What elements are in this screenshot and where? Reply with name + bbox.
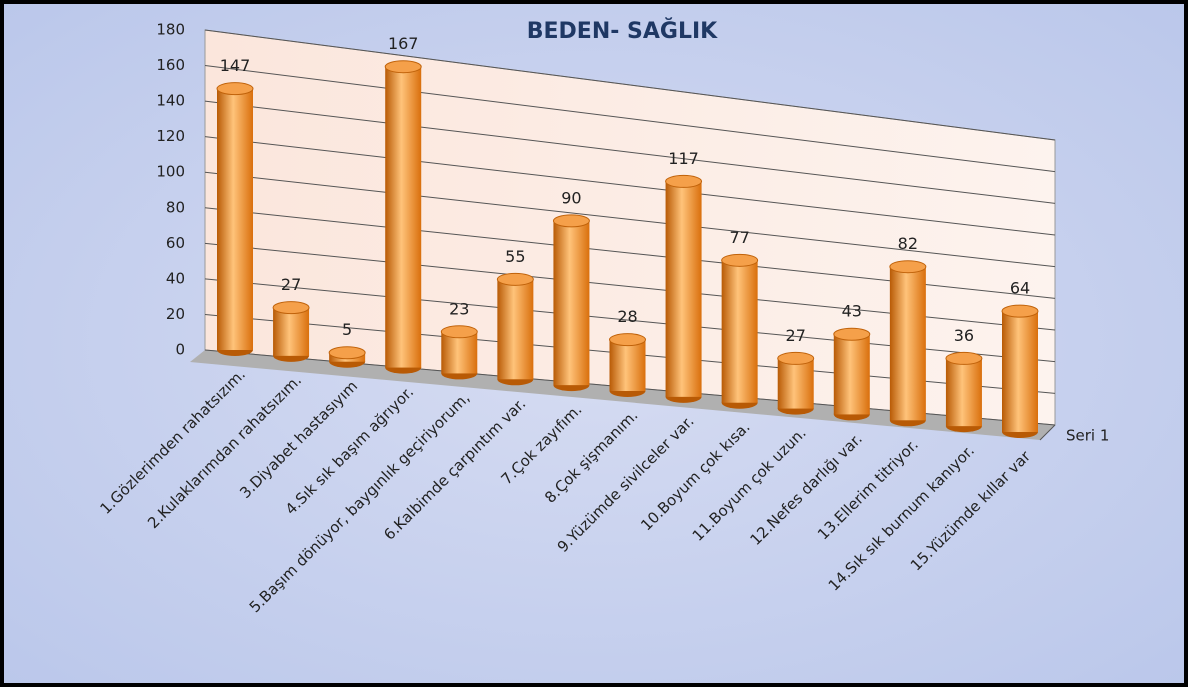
y-tick-label: 100 [156, 163, 185, 181]
bar [273, 307, 310, 356]
bar-cap [552, 214, 590, 228]
bar [889, 266, 926, 421]
bar [945, 358, 982, 427]
bar [1002, 311, 1038, 432]
bar [721, 260, 758, 403]
y-tick-label: 120 [156, 127, 185, 145]
bar [385, 66, 422, 368]
bar [833, 334, 870, 415]
depth-axis [1039, 424, 1056, 441]
value-label: 117 [668, 149, 699, 168]
bar-cap [945, 351, 983, 365]
value-label: 28 [617, 307, 637, 326]
grid-line [204, 136, 1056, 236]
bar-cap [496, 272, 534, 286]
y-tick-label: 60 [166, 234, 185, 252]
bar-cap [609, 333, 646, 347]
bar [441, 331, 478, 374]
bar-cap [721, 253, 759, 267]
series-label: Seri 1 [1066, 427, 1109, 445]
y-tick-label: 40 [166, 269, 185, 287]
bar-cap [1001, 304, 1039, 318]
value-label: 23 [449, 299, 469, 318]
bar-cap [777, 351, 815, 365]
bar [777, 358, 814, 409]
bar-cap [440, 325, 478, 339]
value-label: 147 [220, 56, 251, 75]
bar [497, 279, 534, 380]
value-label: 167 [388, 34, 419, 53]
y-tick-label: 140 [156, 92, 185, 110]
bar-cap [216, 82, 254, 96]
value-label: 27 [786, 326, 806, 345]
bar [609, 339, 646, 391]
y-tick-label: 20 [166, 305, 185, 323]
value-label: 77 [729, 228, 749, 247]
bar [665, 181, 702, 397]
value-label: 55 [505, 247, 525, 266]
grid-line [204, 29, 1056, 141]
grid-line [204, 65, 1056, 173]
y-tick-label: 160 [156, 56, 185, 74]
bar-cap [833, 327, 871, 341]
y-tick-label: 0 [175, 341, 185, 359]
value-label: 82 [898, 234, 918, 253]
grid-line [204, 100, 1056, 204]
value-label: 5 [342, 320, 352, 339]
value-label: 43 [842, 302, 862, 321]
bar-cap [665, 174, 703, 188]
value-label: 64 [1010, 279, 1030, 298]
chart-title: BEDEN- SAĞLIK [527, 18, 718, 44]
y-tick-label: 180 [156, 21, 185, 39]
bar [217, 88, 253, 351]
bar-cap [328, 346, 366, 360]
grid-line [204, 171, 1056, 268]
value-label: 90 [561, 188, 581, 207]
y-tick-label: 80 [166, 198, 185, 216]
bar-cap [272, 301, 310, 315]
bar [553, 220, 590, 386]
bar-cap [384, 60, 422, 74]
bar-cap [889, 260, 927, 274]
value-label: 36 [954, 326, 974, 345]
value-label: 27 [281, 275, 301, 294]
